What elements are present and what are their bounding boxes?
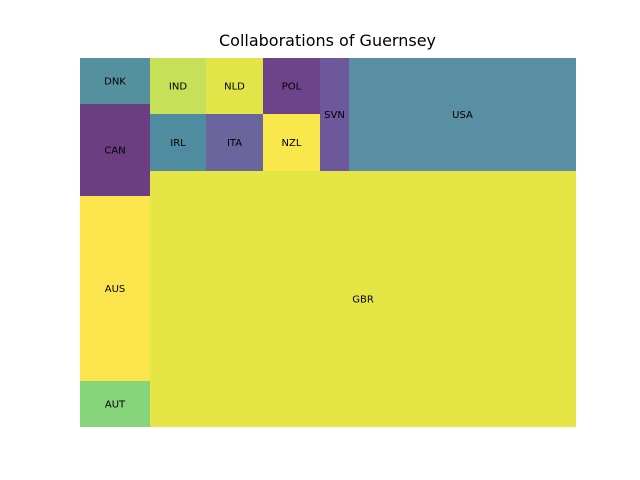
tile-svn [320, 58, 349, 171]
tile-nld [206, 58, 263, 114]
tile-label-nld: NLD [224, 82, 245, 93]
tile-can [80, 104, 150, 196]
tile-gbr [150, 171, 576, 427]
tile-irl [150, 114, 206, 171]
tile-label-dnk: DNK [104, 77, 126, 88]
tile-label-pol: POL [282, 82, 302, 93]
tile-nzl [263, 114, 320, 171]
tile-label-nzl: NZL [282, 138, 302, 149]
tile-ind [150, 58, 206, 114]
tile-label-ita: ITA [227, 138, 242, 149]
tile-pol [263, 58, 320, 114]
tile-ita [206, 114, 263, 171]
chart-title: Collaborations of Guernsey [218, 31, 437, 50]
tile-aus [80, 196, 150, 381]
tile-label-irl: IRL [170, 138, 186, 149]
tile-dnk [80, 58, 150, 104]
tile-usa [349, 58, 576, 171]
tile-aut [80, 381, 150, 427]
tile-label-aus: AUS [105, 284, 126, 295]
tile-label-can: CAN [104, 146, 125, 157]
tile-label-usa: USA [452, 110, 473, 121]
tile-label-gbr: GBR [352, 295, 374, 306]
tile-label-aut: AUT [105, 400, 126, 411]
tile-label-ind: IND [169, 82, 187, 93]
tile-label-svn: SVN [324, 110, 345, 121]
